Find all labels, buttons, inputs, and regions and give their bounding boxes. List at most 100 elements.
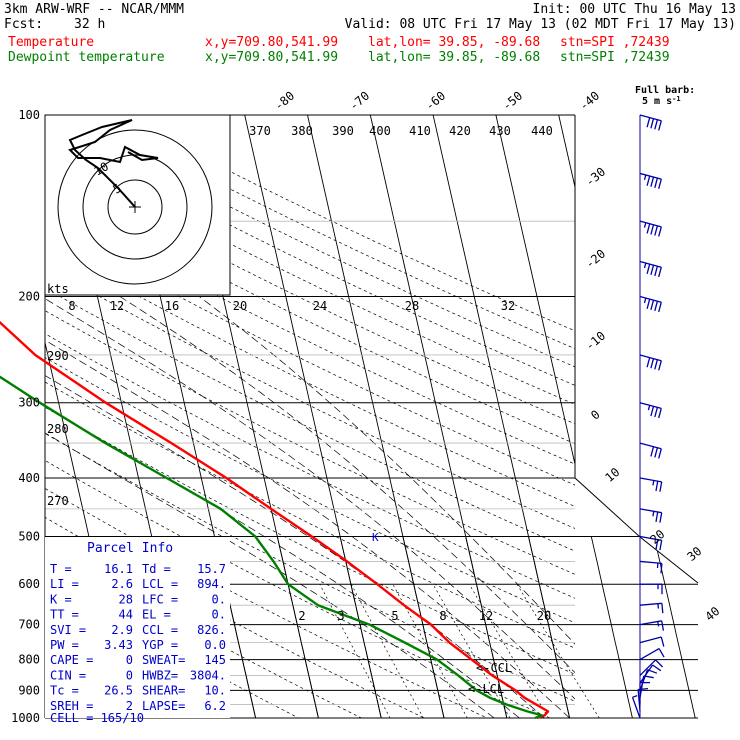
barb-feather — [658, 360, 662, 371]
temp-legend-latlon: lat,lon= 39.85, -89.68 — [368, 35, 541, 50]
parcel-key: SHEAR= — [142, 684, 185, 698]
parcel-key: EL = — [142, 608, 171, 622]
right-axis-slant — [574, 477, 641, 538]
parcel-value: 0. — [212, 608, 226, 622]
parcel-key: CCL = — [142, 623, 178, 637]
isotherm — [0, 115, 4, 718]
dew-legend-name: Dewpoint temperature — [8, 50, 165, 65]
barb-staff — [639, 560, 662, 565]
parcel-value: 826. — [197, 623, 226, 637]
barb-feather — [646, 175, 651, 186]
right-axis-slant — [639, 536, 699, 584]
barb-feather — [658, 648, 665, 658]
temp-legend-xy: x,y=709.80,541.99 — [205, 35, 339, 50]
barb-feather — [659, 540, 663, 551]
skewed-temp-label: -10 — [583, 329, 609, 354]
barb-feather — [643, 174, 647, 180]
kts-tick: 24 — [313, 299, 327, 313]
barb-feather — [660, 563, 663, 574]
kts-tick: 32 — [501, 299, 515, 313]
wind-barb — [639, 648, 665, 661]
parcel-value: 2 — [126, 699, 133, 713]
barb-feather — [661, 620, 665, 631]
barb-feather — [647, 405, 651, 411]
temperature-profile — [0, 320, 550, 720]
barb-feather — [646, 223, 651, 234]
barb-staff — [639, 535, 662, 541]
barb-feather — [654, 225, 659, 236]
barb-staff — [639, 636, 662, 644]
moist-adiabat — [198, 296, 575, 645]
theta-label: 370 — [249, 124, 271, 138]
parcel-value: 0. — [212, 592, 226, 606]
parcel-key: LAPSE= — [142, 699, 185, 713]
temp-legend-name: Temperature — [8, 35, 95, 50]
barb-feather — [654, 266, 659, 277]
parcel-value: 26.5 — [104, 684, 133, 698]
wind-barb — [639, 442, 662, 459]
parcel-key: TT = — [50, 608, 79, 622]
mixing-ratio-line — [516, 584, 600, 718]
parcel-key: K = — [50, 592, 72, 606]
barb-feather — [655, 511, 659, 523]
wind-barb — [639, 560, 663, 574]
mixing-ratio-label: 2 — [298, 609, 305, 623]
isotherm — [432, 537, 571, 718]
pressure-label-100: 100 — [18, 108, 40, 122]
barb-feather — [661, 603, 664, 614]
parcel-key: LI = — [50, 577, 79, 591]
barb-feather — [643, 262, 647, 269]
dew-legend-xy: x,y=709.80,541.99 — [205, 50, 339, 65]
wind-barb — [639, 508, 663, 523]
pressure-label-900: 900 — [18, 683, 40, 697]
isotherm — [369, 537, 508, 718]
skewed-temp-label: 0 — [588, 407, 603, 422]
barb-feather — [646, 298, 651, 309]
barb-feather — [654, 447, 659, 458]
wind-barb — [639, 681, 650, 705]
parcel-value: 3.43 — [104, 638, 133, 652]
wind-barb — [639, 664, 662, 684]
parcel-value: 6.2 — [204, 699, 226, 713]
barb-feather — [650, 358, 655, 369]
wind-barb — [639, 583, 663, 595]
barb-feather — [643, 297, 647, 304]
parcel-key: YGP = — [142, 638, 178, 652]
barb-feather — [659, 481, 663, 492]
barb-feather — [660, 636, 665, 647]
fcst-label: Fcst: — [4, 17, 44, 32]
pressure-label-200: 200 — [18, 290, 40, 304]
pressure-label-300: 300 — [18, 396, 40, 410]
barb-staff — [639, 442, 662, 450]
fcst-value: 32 h — [74, 17, 106, 32]
theta-label: 390 — [332, 124, 354, 138]
skewed-temp-label: 30 — [684, 544, 704, 564]
hodograph-trace — [68, 119, 159, 208]
dew-legend-latlon: lat,lon= 39.85, -89.68 — [368, 50, 541, 65]
upper-temp-label: -60 — [423, 89, 449, 114]
kts-tick: 12 — [110, 299, 124, 313]
theta-side-label: 290 — [47, 349, 69, 363]
kts-label: kts — [47, 282, 69, 296]
parcel-value: 10. — [204, 684, 226, 698]
barb-feather — [646, 117, 651, 128]
barb-feather — [650, 265, 655, 275]
barb-staff — [639, 402, 662, 410]
parcel-value: 0 — [126, 653, 133, 667]
wind-label: Full barb: — [635, 85, 695, 96]
parcel-value: 3804. — [190, 668, 226, 682]
barb-staff — [639, 114, 662, 122]
barb-feather — [658, 408, 662, 419]
theta-label: 420 — [449, 124, 471, 138]
barb-feather — [650, 446, 655, 457]
ccl-label: <-CCL — [476, 661, 512, 675]
parcel-key: HWBZ= — [142, 668, 178, 682]
wind-barb — [639, 602, 664, 614]
temp-legend-stn: stn=SPI ,72439 — [560, 35, 670, 50]
theta-side-label: 270 — [47, 494, 69, 508]
parcel-value: 16.1 — [104, 562, 133, 576]
wind-barb — [631, 694, 641, 719]
barb-feather — [657, 603, 660, 609]
pressure-label-800: 800 — [18, 653, 40, 667]
